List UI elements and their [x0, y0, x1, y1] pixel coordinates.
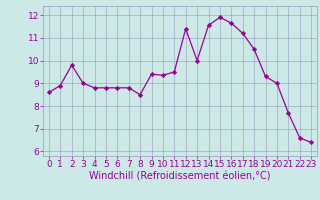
- X-axis label: Windchill (Refroidissement éolien,°C): Windchill (Refroidissement éolien,°C): [89, 172, 271, 182]
